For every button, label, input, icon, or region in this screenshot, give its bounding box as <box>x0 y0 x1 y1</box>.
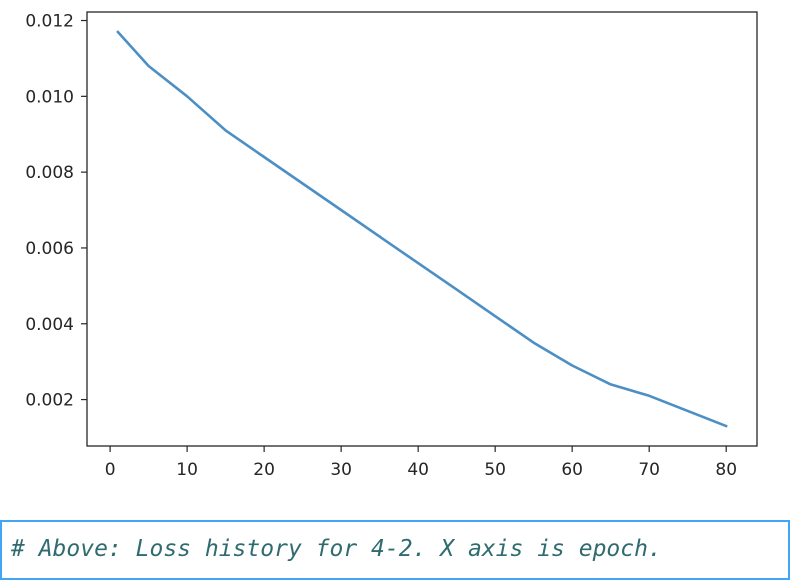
x-tick-label: 0 <box>105 460 116 480</box>
x-tick-label: 80 <box>715 460 737 480</box>
x-tick-label: 40 <box>407 460 429 480</box>
y-tick-label: 0.006 <box>25 239 74 259</box>
loss-history-line-chart: 0 10 20 30 40 50 60 70 80 0.002 0.004 0.006 0.008 0.0… <box>25 11 758 480</box>
y-tick-label: 0.004 <box>25 315 74 335</box>
x-tick-label: 60 <box>561 460 583 480</box>
plot-axes: 0 10 20 30 40 50 60 70 80 0.002 0.004 0.006 0.008 0.0… <box>25 11 758 480</box>
markdown-comment-text: # Above: Loss history for 4-2. X axis is… <box>11 536 662 562</box>
x-tick-label: 70 <box>638 460 660 480</box>
x-tick-label: 30 <box>330 460 352 480</box>
x-tick-label: 10 <box>176 460 198 480</box>
cell-output-area: 0 10 20 30 40 50 60 70 80 0.002 0.004 0.006 0.008 0.0… <box>25 11 758 480</box>
y-tick-label: 0.002 <box>25 391 74 411</box>
plot-frame <box>86 11 758 447</box>
x-tick-label: 50 <box>484 460 506 480</box>
x-tick-label: 20 <box>253 460 275 480</box>
y-tick-label: 0.008 <box>25 163 74 183</box>
y-tick-label: 0.010 <box>25 87 74 107</box>
loss-series-line <box>116 30 728 428</box>
y-tick-label: 0.012 <box>25 12 74 32</box>
markdown-cell[interactable]: # Above: Loss history for 4-2. X axis is… <box>0 520 790 580</box>
